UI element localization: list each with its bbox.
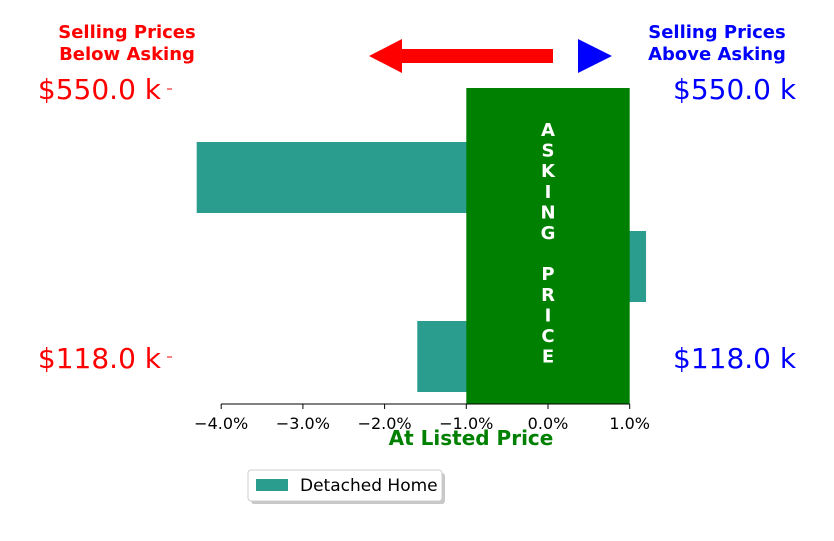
x-tick-label: −2.0% [358,414,412,433]
x-axis: −4.0% −3.0% −2.0% −1.0% 0.0% 1.0% [194,403,650,433]
x-tick-label: 0.0% [528,414,569,433]
x-tick-label: −3.0% [276,414,330,433]
band-letter: R [541,285,555,306]
legend-swatch [256,479,288,491]
legend-label: Detached Home [300,476,438,496]
right-arrow-icon [578,39,612,73]
above-asking-header-line2: Above Asking [648,44,786,65]
asking-price-band [466,88,630,404]
above-asking-header-line1: Selling Prices [648,22,785,43]
price-label-top-left: $550.0 k [38,73,162,106]
price-label-top-right: $550.0 k [673,73,797,106]
band-letter: N [540,202,555,223]
x-tick-label: −4.0% [194,414,248,433]
legend: Detached Home [247,469,445,504]
legend-box [247,469,443,502]
price-label-bottom-right: $118.0 k [673,342,797,375]
left-arrow-icon [369,39,553,73]
band-letter: G [541,223,556,244]
x-tick-label: 1.0% [609,414,650,433]
band-letter: C [541,326,554,347]
band-letter: P [541,264,554,285]
band-letter: A [541,120,555,141]
price-label-bottom-left: $118.0 k [38,342,162,375]
below-asking-header-line1: Selling Prices [58,22,195,43]
band-letter: S [542,141,555,162]
band-letter: I [545,305,552,326]
band-letter: K [541,161,556,182]
x-tick-label: −1.0% [439,414,493,433]
band-letter: I [545,182,552,203]
x-axis-label: At Listed Price [389,426,554,450]
band-letter: E [542,347,554,368]
below-asking-header-line2: Below Asking [59,44,195,65]
